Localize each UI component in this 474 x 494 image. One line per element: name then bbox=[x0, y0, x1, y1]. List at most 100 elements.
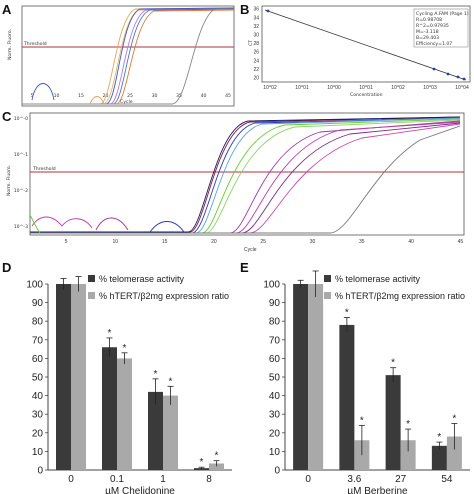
panel-b-label: B bbox=[240, 2, 249, 17]
x-axis-label: µM Berberine bbox=[347, 486, 408, 494]
panel-a-amplification-curve bbox=[22, 7, 235, 105]
panel-b-y-tick: 28 bbox=[253, 41, 259, 47]
panel-a-label: A bbox=[2, 2, 12, 17]
y-tick-label: 70 bbox=[32, 335, 44, 346]
panel-c-frame bbox=[29, 112, 465, 236]
x-tick-label: 8 bbox=[206, 474, 212, 485]
y-tick-label: 100 bbox=[263, 280, 280, 291]
x-tick-label: 0 bbox=[305, 474, 311, 485]
y-tick-label: 80 bbox=[32, 317, 44, 328]
significance-marker: * bbox=[215, 451, 219, 462]
panel-a-amplification-curve bbox=[22, 7, 235, 105]
panel-b-standard-point bbox=[446, 72, 450, 76]
y-tick-label: 40 bbox=[32, 391, 44, 402]
significance-marker: * bbox=[437, 432, 441, 443]
panel-a-x-ticks: 5 10 15 20 25 30 35 40 45 bbox=[31, 93, 231, 99]
y-tick-label: 90 bbox=[269, 298, 281, 309]
panel-c-amplification-curve bbox=[30, 120, 461, 234]
significance-marker: * bbox=[345, 307, 349, 318]
panel-a-x-tick: 10 bbox=[54, 93, 60, 99]
panel-c: C Threshold Norm. Fluoro. Cycle 10^-010^… bbox=[2, 109, 465, 253]
panel-c-amplification-curve bbox=[29, 214, 41, 234]
panel-a-amplification-curve bbox=[22, 9, 235, 105]
panel-a-x-tick: 15 bbox=[78, 93, 84, 99]
bar bbox=[339, 324, 355, 470]
panel-a-amplification-curve bbox=[22, 8, 235, 105]
y-tick-label: 0 bbox=[274, 466, 280, 477]
x-tick-label: 0 bbox=[68, 474, 74, 485]
legend-swatch bbox=[324, 292, 331, 299]
panel-c-y-tick: 10^-1 bbox=[14, 152, 28, 158]
panel-b-x-ticks: 10^02 10^01 10^00 10^01 10^02 10^03 10^04 bbox=[263, 85, 469, 91]
panel-c-amplification-curve bbox=[30, 119, 461, 234]
panel-b-y-ticks: 20 22 24 26 28 30 32 34 36 bbox=[253, 7, 259, 82]
panel-a-curves bbox=[22, 7, 235, 105]
x-axis-label: µM Chelidonine bbox=[105, 486, 175, 494]
y-tick-label: 50 bbox=[269, 373, 281, 384]
panel-b-legend-line: Cycling A.FAM (Page 1) bbox=[416, 11, 469, 17]
panel-a-x-tick: 5 bbox=[31, 93, 34, 99]
panel-b-y-tick: 32 bbox=[253, 24, 259, 30]
y-tick-label: 50 bbox=[32, 373, 44, 384]
panel-a-x-tick: 45 bbox=[225, 93, 231, 99]
y-tick-label: 100 bbox=[26, 280, 43, 291]
panel-b-x-tick: 10^02 bbox=[391, 85, 405, 91]
panel-b-standard-point bbox=[266, 9, 270, 13]
panel-b-xlabel: Concentration bbox=[350, 92, 383, 98]
y-tick-label: 60 bbox=[269, 354, 281, 365]
panel-b-y-tick: 26 bbox=[253, 50, 259, 56]
y-tick-label: 60 bbox=[32, 354, 44, 365]
bar bbox=[163, 395, 178, 470]
panel-b-x-tick: 10^00 bbox=[327, 85, 341, 91]
y-tick-label: 40 bbox=[269, 391, 281, 402]
bar bbox=[400, 440, 416, 470]
x-tick-label: 54 bbox=[441, 474, 453, 485]
panel-c-x-tick: 35 bbox=[359, 239, 365, 245]
y-tick-label: 20 bbox=[32, 428, 44, 439]
panel-c-y-tick: 10^-2 bbox=[14, 188, 28, 194]
panel-a-x-tick: 20 bbox=[103, 93, 109, 99]
y-tick-label: 10 bbox=[32, 447, 44, 458]
panel-c-amplification-curve bbox=[30, 116, 461, 233]
panel-c-threshold-label: Threshold bbox=[32, 166, 56, 172]
panel-c-curves bbox=[29, 116, 461, 234]
panel-c-xlabel: Cycle bbox=[244, 247, 257, 253]
y-tick-label: 0 bbox=[37, 466, 43, 477]
panel-b-legend-line: R^2=0.97935 bbox=[416, 23, 449, 29]
significance-marker: * bbox=[391, 358, 395, 369]
significance-marker: * bbox=[200, 457, 204, 468]
panel-c-x-ticks: 5 10 15 20 25 30 35 40 45 bbox=[65, 239, 464, 245]
bar bbox=[446, 436, 462, 470]
panel-b-x-tick: 10^01 bbox=[295, 85, 309, 91]
panel-b-y-tick: 24 bbox=[253, 58, 259, 64]
panel-b-y-tick: 34 bbox=[253, 15, 259, 21]
panel-a-ylabel: Norm. Fluoro. bbox=[7, 29, 13, 60]
panel-c-x-tick: 30 bbox=[310, 239, 316, 245]
panel-b-standard-point bbox=[456, 75, 460, 79]
bar bbox=[102, 347, 117, 470]
panel-c-x-tick: 15 bbox=[162, 239, 168, 245]
significance-marker: * bbox=[123, 343, 127, 354]
legend-label: % telomerase activity bbox=[99, 274, 185, 284]
panel-b-y-tick: 22 bbox=[253, 67, 259, 73]
panel-a-amplification-curve bbox=[22, 8, 234, 105]
panel-c-amplification-curve bbox=[30, 121, 461, 234]
panel-b-x-tick: 10^01 bbox=[359, 85, 373, 91]
bar bbox=[71, 284, 86, 470]
significance-marker: * bbox=[452, 414, 456, 425]
panel-b-standard-curve bbox=[264, 9, 467, 81]
bar bbox=[308, 284, 324, 470]
y-tick-label: 30 bbox=[269, 410, 281, 421]
significance-marker: * bbox=[360, 415, 364, 426]
panel-c-y-tick: 10^-3 bbox=[14, 224, 28, 230]
panel-c-amplification-curve bbox=[30, 125, 461, 234]
panel-c-x-tick: 45 bbox=[458, 239, 464, 245]
panel-a-frame bbox=[21, 5, 235, 107]
panel-a-amplification-curve bbox=[31, 83, 55, 101]
panel-c-x-tick: 20 bbox=[211, 239, 217, 245]
panel-c-x-tick: 25 bbox=[260, 239, 266, 245]
panel-c-amplification-curve bbox=[31, 216, 93, 229]
